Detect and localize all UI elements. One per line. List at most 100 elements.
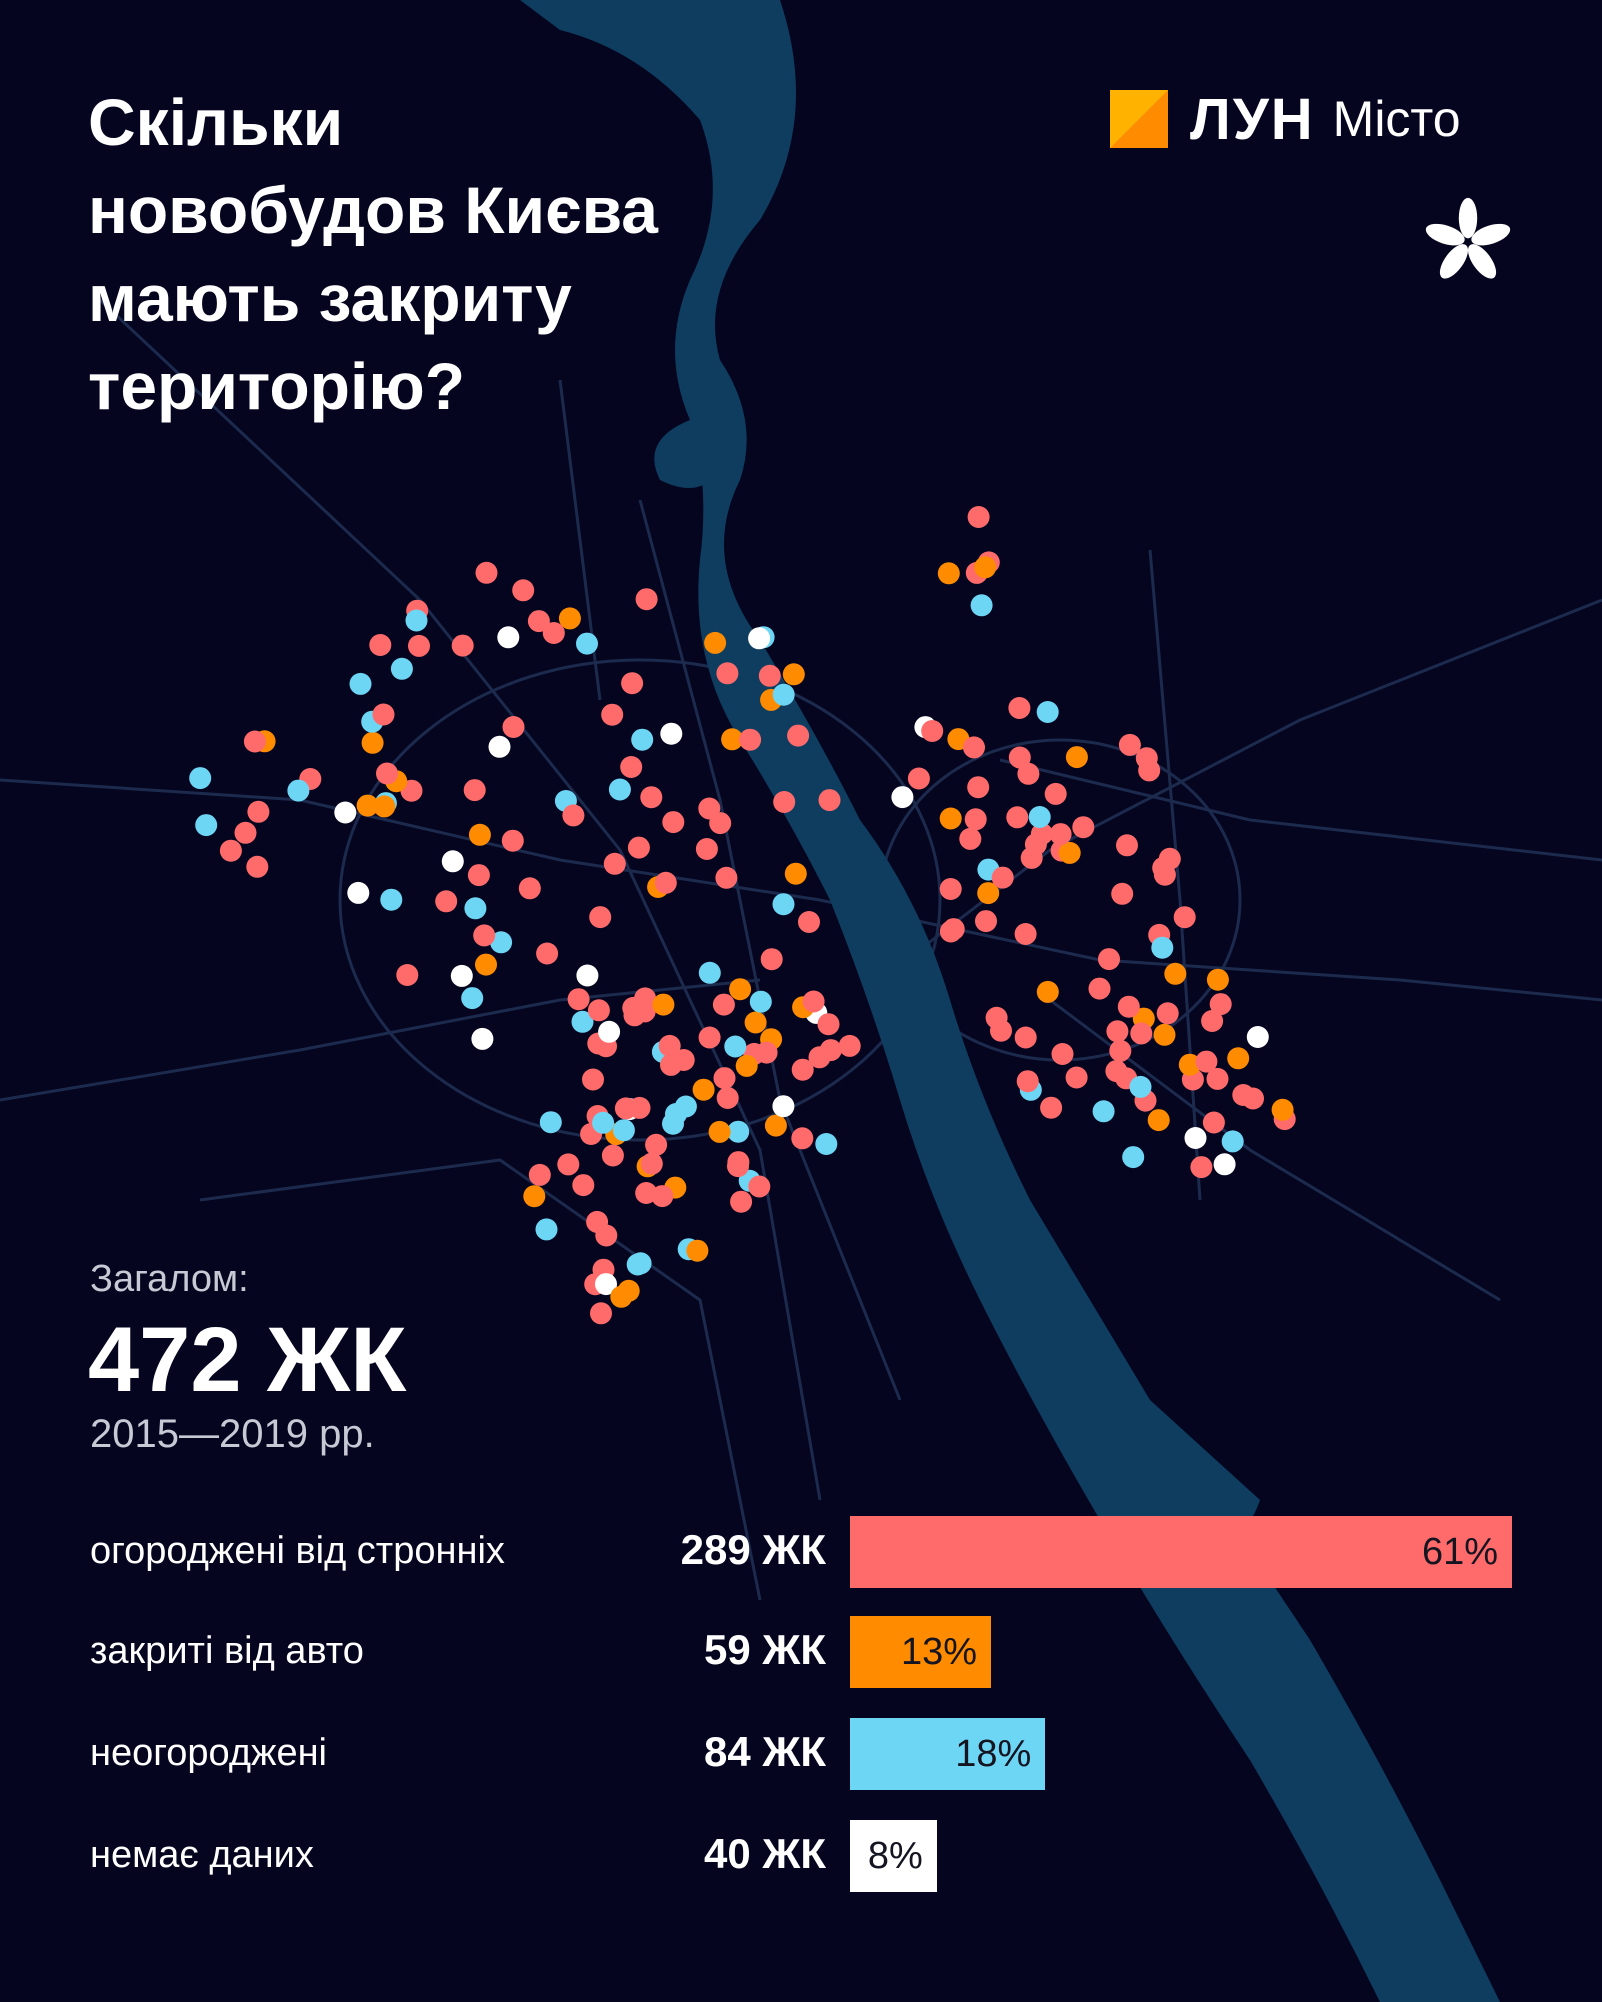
- residential-complex-dot: [441, 850, 464, 873]
- residential-complex-dot: [1129, 1075, 1152, 1098]
- residential-complex-dot: [959, 827, 982, 850]
- residential-complex-dot: [1156, 1002, 1179, 1025]
- residential-complex-dot: [739, 728, 762, 751]
- residential-complex-dot: [791, 1058, 814, 1081]
- residential-complex-dot: [450, 964, 473, 987]
- residential-complex-dot: [1051, 1043, 1074, 1065]
- residential-complex-dot: [1246, 1026, 1269, 1048]
- residential-complex-dot: [838, 1034, 861, 1057]
- residential-complex-dot: [461, 987, 484, 1010]
- residential-complex-dot: [764, 1114, 787, 1137]
- residential-complex-dot: [567, 988, 590, 1011]
- residential-complex-dot: [1153, 1023, 1176, 1046]
- residential-complex-dot: [1008, 697, 1031, 719]
- residential-complex-dot: [640, 1152, 663, 1175]
- residential-complex-dot: [963, 736, 985, 759]
- stat-label: закриті від авто: [90, 1630, 364, 1672]
- residential-complex-dot: [380, 888, 403, 911]
- stat-percent: 18%: [955, 1732, 1032, 1775]
- residential-complex-dot: [622, 996, 645, 1019]
- residential-complex-dot: [1106, 1020, 1129, 1043]
- residential-complex-dot: [1213, 1153, 1236, 1176]
- residential-complex-dot: [1044, 782, 1067, 805]
- residential-complex-dot: [635, 1182, 658, 1204]
- stat-count: 84 ЖК: [704, 1728, 826, 1775]
- residential-complex-dot: [571, 1010, 594, 1033]
- residential-complex-dot: [939, 807, 962, 830]
- residential-complex-dot: [698, 1026, 721, 1049]
- residential-complex-dot: [640, 786, 663, 809]
- residential-complex-dot: [1016, 1070, 1039, 1093]
- residential-complex-dot: [467, 864, 490, 887]
- residential-complex-dot: [471, 1027, 494, 1050]
- residential-complex-dot: [974, 556, 997, 579]
- residential-complex-dot: [1221, 1130, 1244, 1153]
- residential-complex-dot: [937, 562, 960, 585]
- residential-complex-dot: [787, 724, 810, 747]
- residential-complex-dot: [598, 1020, 621, 1043]
- residential-complex-dot: [1017, 762, 1040, 785]
- residential-complex-dot: [490, 931, 513, 954]
- residential-complex-dot: [708, 1120, 731, 1143]
- residential-complex-dot: [760, 948, 783, 971]
- lun-logo-icon: [1110, 90, 1168, 148]
- chestnut-leaf-icon: [1425, 197, 1511, 279]
- residential-complex-dot: [468, 823, 491, 846]
- residential-complex-dot: [713, 1067, 736, 1090]
- residential-complex-dot: [967, 506, 990, 528]
- residential-complex-dot: [512, 579, 535, 602]
- residential-complex-dot: [627, 836, 650, 859]
- residential-complex-dot: [621, 672, 644, 695]
- residential-complex-dot: [1036, 980, 1059, 1003]
- residential-complex-dot: [698, 961, 721, 984]
- residential-complex-dot: [1209, 993, 1232, 1016]
- residential-complex-dot: [1008, 746, 1031, 769]
- residential-complex-dot: [408, 634, 430, 657]
- residential-complex-dot: [558, 607, 581, 630]
- residential-complex-dot: [1201, 1010, 1224, 1032]
- page-title: Скільки новобудов Києва мають закриту те…: [88, 78, 788, 430]
- residential-complex-dot: [614, 1097, 637, 1120]
- residential-complex-dot: [1014, 1026, 1037, 1049]
- stat-row-no-data: немає даних 40 ЖК 8%: [0, 1820, 1602, 1892]
- stat-bar: 13%: [850, 1616, 992, 1688]
- residential-complex-dot: [369, 634, 392, 656]
- residential-complex-dot: [1116, 834, 1138, 857]
- residential-complex-dot: [595, 1273, 617, 1296]
- stat-row-fenced: огороджені від стронніх 289 ЖК 61%: [0, 1516, 1602, 1588]
- residential-complex-dot: [1098, 948, 1120, 971]
- residential-complex-dot: [967, 776, 990, 799]
- residential-complex-dot: [464, 897, 487, 920]
- residential-complex-dot: [463, 779, 486, 802]
- residential-complex-dot: [977, 882, 1000, 905]
- residential-complex-dot: [562, 804, 585, 827]
- residential-complex-dot: [349, 672, 372, 695]
- residential-complex-dot: [712, 993, 735, 1016]
- residential-complex-dot: [243, 730, 266, 753]
- residential-complex-dot: [735, 1054, 758, 1077]
- residential-complex-dot: [695, 838, 718, 860]
- residential-complex-dot: [287, 779, 310, 802]
- residential-complex-dot: [660, 1053, 682, 1076]
- residential-complex-dot: [189, 767, 212, 790]
- residential-complex-dot: [964, 808, 987, 831]
- residential-complex-dot: [612, 1119, 635, 1142]
- residential-complex-dot: [1227, 1047, 1250, 1070]
- residential-complex-dot: [527, 610, 550, 633]
- residential-complex-dot: [1138, 759, 1161, 782]
- residential-complex-dot: [748, 627, 771, 650]
- residential-complex-dot: [658, 1034, 681, 1057]
- stat-count: 289 ЖК: [680, 1526, 826, 1573]
- residential-complex-dot: [234, 821, 257, 844]
- residential-complex-dot: [1164, 962, 1187, 985]
- residential-complex-dot: [727, 1155, 749, 1178]
- residential-complex-dot: [921, 720, 944, 742]
- residential-complex-dot: [1195, 1050, 1218, 1073]
- residential-complex-dot: [654, 871, 677, 894]
- residential-complex-dot: [1058, 841, 1081, 864]
- residential-complex-dot: [773, 791, 796, 813]
- residential-complex-dot: [475, 953, 497, 976]
- residential-complex-dot: [772, 1095, 795, 1118]
- residential-complex-dot: [1242, 1087, 1264, 1110]
